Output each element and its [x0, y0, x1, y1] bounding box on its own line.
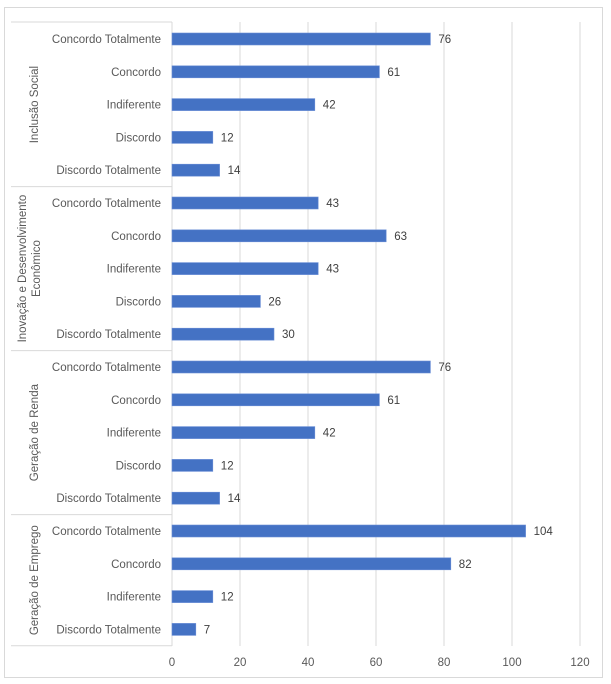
bar	[171, 98, 316, 111]
labels: 0 20 40 60 80 100 120 Concordo Totalmente 76 Conc…	[17, 34, 590, 669]
bar	[171, 360, 431, 374]
data-label: 76	[438, 34, 451, 46]
data-label: 63	[394, 231, 407, 243]
bar	[171, 491, 220, 505]
x-tick-label: 100	[502, 657, 521, 669]
bar	[171, 131, 214, 144]
category-label: Discordo Totalmente	[56, 624, 161, 636]
group-label: Geração de Renda	[29, 383, 41, 481]
group-label: Econômico	[31, 240, 43, 297]
category-label: Concordo	[111, 559, 161, 571]
bar	[171, 524, 526, 538]
category-label: Discordo Totalmente	[56, 165, 161, 177]
category-label: Concordo Totalmente	[52, 526, 161, 538]
data-label: 12	[221, 592, 234, 604]
bars	[171, 32, 526, 636]
x-tick-label: 40	[302, 657, 315, 669]
bar	[171, 459, 214, 472]
data-label: 7	[204, 624, 210, 636]
data-label: 61	[387, 395, 400, 407]
x-tick-label: 120	[570, 657, 589, 669]
category-label: Indiferente	[107, 264, 161, 276]
data-label: 43	[326, 198, 339, 210]
category-label: Indiferente	[107, 592, 161, 604]
category-label: Indiferente	[107, 100, 161, 112]
data-label: 12	[221, 132, 234, 144]
data-label: 12	[221, 460, 234, 472]
bar	[171, 32, 431, 46]
data-label: 26	[268, 296, 281, 308]
bar	[171, 590, 214, 603]
bar	[171, 393, 380, 407]
data-label: 42	[323, 100, 336, 112]
x-tick-label: 20	[234, 657, 247, 669]
x-tick-label: 80	[438, 657, 451, 669]
category-label: Indiferente	[107, 428, 161, 440]
data-label: 104	[534, 526, 554, 538]
category-label: Concordo	[111, 395, 161, 407]
category-label: Discordo	[116, 296, 161, 308]
bar	[171, 327, 275, 341]
bar	[171, 557, 452, 571]
bar	[171, 196, 319, 210]
category-label: Concordo Totalmente	[52, 362, 161, 374]
category-label: Discordo Totalmente	[56, 329, 161, 341]
group-label: Geração de Emprego	[29, 525, 41, 635]
data-label: 14	[228, 165, 241, 177]
bar	[171, 262, 319, 275]
data-label: 30	[282, 329, 295, 341]
data-label: 42	[323, 428, 336, 440]
bar	[171, 295, 261, 308]
category-label: Concordo Totalmente	[52, 198, 161, 210]
bar	[171, 229, 387, 243]
x-tick-label: 60	[370, 657, 383, 669]
x-tick-label: 0	[169, 657, 175, 669]
category-label: Discordo	[116, 460, 161, 472]
bar	[171, 426, 316, 439]
category-label: Concordo	[111, 231, 161, 243]
data-label: 76	[438, 362, 451, 374]
group-label: Inovação e Desenvolvimento	[17, 195, 29, 343]
bar	[171, 65, 380, 79]
category-label: Concordo	[111, 67, 161, 79]
bar	[171, 623, 197, 636]
data-label: 14	[228, 493, 241, 505]
group-label: Inclusão Social	[29, 66, 41, 143]
category-label: Concordo Totalmente	[52, 34, 161, 46]
bar	[171, 163, 220, 177]
data-label: 61	[387, 67, 400, 79]
data-label: 43	[326, 264, 339, 276]
category-label: Discordo	[116, 132, 161, 144]
category-label: Discordo Totalmente	[56, 493, 161, 505]
data-label: 82	[459, 559, 472, 571]
